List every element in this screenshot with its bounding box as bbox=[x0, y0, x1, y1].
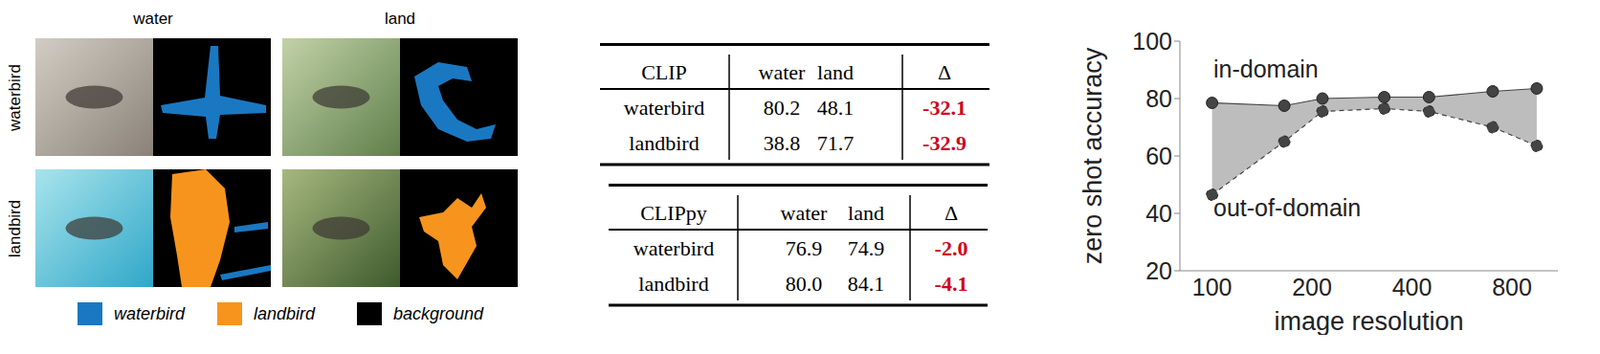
svg-text:CLIP: CLIP bbox=[641, 60, 688, 85]
svg-text:100: 100 bbox=[1192, 273, 1233, 301]
svg-text:CLIPpy: CLIPpy bbox=[640, 200, 708, 225]
svg-text:80: 80 bbox=[1145, 85, 1173, 112]
svg-text:40: 40 bbox=[1145, 200, 1173, 227]
html-text:land: land bbox=[384, 9, 416, 28]
svg-text:water: water bbox=[780, 200, 829, 225]
svg-text:waterbird: waterbird bbox=[633, 236, 714, 261]
svg-text:landbird: landbird bbox=[628, 131, 699, 156]
svg-text:38.8: 38.8 bbox=[763, 131, 801, 156]
html-text:landbird: landbird bbox=[253, 304, 315, 324]
svg-text:200: 200 bbox=[1291, 273, 1333, 301]
svg-text:land: land bbox=[847, 200, 885, 225]
svg-text:land: land bbox=[817, 60, 854, 85]
svg-text:-2.0: -2.0 bbox=[934, 236, 969, 261]
html-text:waterbird: waterbird bbox=[5, 63, 24, 131]
svg-text:Δ: Δ bbox=[944, 200, 958, 225]
svg-text:80.0: 80.0 bbox=[785, 271, 823, 296]
svg-text:-4.1: -4.1 bbox=[934, 271, 969, 296]
html-text:out-of-domain: out-of-domain bbox=[1213, 194, 1362, 222]
html-text:water: water bbox=[133, 9, 174, 28]
svg-text:image resolution: image resolution bbox=[1273, 307, 1464, 335]
svg-text:20: 20 bbox=[1145, 257, 1173, 285]
svg-text:-32.1: -32.1 bbox=[922, 95, 967, 120]
svg-text:84.1: 84.1 bbox=[847, 271, 886, 296]
svg-text:waterbird: waterbird bbox=[623, 95, 705, 120]
html-text:background: background bbox=[393, 304, 484, 324]
svg-text:800: 800 bbox=[1491, 273, 1533, 301]
svg-text:landbird: landbird bbox=[638, 271, 709, 296]
svg-text:71.7: 71.7 bbox=[817, 131, 855, 156]
html-text:in-domain: in-domain bbox=[1213, 55, 1319, 83]
svg-text:60: 60 bbox=[1145, 142, 1173, 170]
svg-text:zero shot accuracy: zero shot accuracy bbox=[1079, 46, 1108, 265]
svg-text:48.1: 48.1 bbox=[817, 95, 855, 120]
svg-text:100: 100 bbox=[1132, 27, 1173, 55]
svg-text:76.9: 76.9 bbox=[785, 236, 823, 261]
svg-text:74.9: 74.9 bbox=[847, 236, 886, 261]
svg-text:Δ: Δ bbox=[937, 60, 952, 85]
svg-text:-32.9: -32.9 bbox=[922, 131, 967, 156]
svg-text:400: 400 bbox=[1392, 273, 1433, 301]
html-text:waterbird: waterbird bbox=[113, 304, 185, 324]
svg-text:80.2: 80.2 bbox=[763, 95, 801, 120]
svg-text:water: water bbox=[758, 60, 807, 85]
html-text:landbird: landbird bbox=[5, 199, 24, 258]
